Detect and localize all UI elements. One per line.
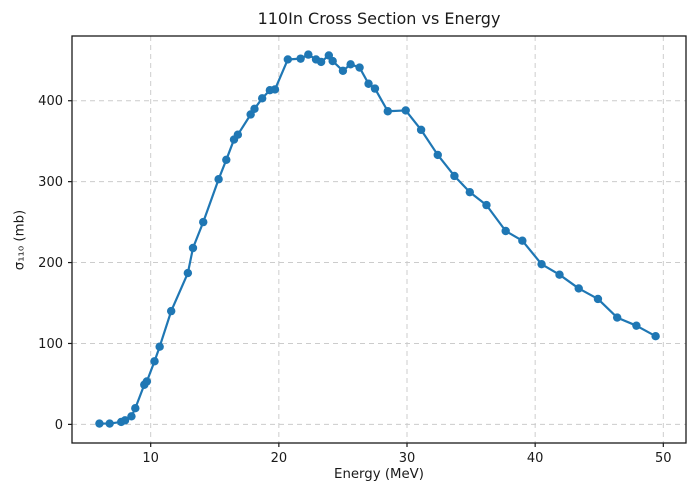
data-point xyxy=(612,313,622,322)
data-point xyxy=(370,84,380,93)
data-point xyxy=(222,155,231,164)
data-point xyxy=(270,85,280,94)
data-point xyxy=(127,412,136,421)
data-point xyxy=(482,200,491,210)
data-point xyxy=(142,377,152,386)
data-point xyxy=(450,171,459,181)
y-axis-label: σ₁₁₀ (mb) xyxy=(12,209,28,271)
y-tick-label: 100 xyxy=(38,337,63,352)
chart-title: 110In Cross Section vs Energy xyxy=(257,9,501,28)
data-point xyxy=(188,243,198,253)
data-point xyxy=(105,419,114,428)
y-tick-label: 200 xyxy=(38,256,63,271)
y-tick-label: 400 xyxy=(38,94,63,109)
y-tick-label: 300 xyxy=(38,175,63,190)
data-point xyxy=(346,60,355,69)
series-line xyxy=(98,53,657,425)
data-point xyxy=(383,107,392,116)
data-point xyxy=(283,55,293,64)
data-point xyxy=(155,342,164,351)
data-point xyxy=(250,104,259,114)
data-point xyxy=(214,175,223,184)
y-tick-label: 0 xyxy=(55,418,63,433)
data-point xyxy=(632,321,641,330)
data-point xyxy=(465,187,474,197)
data-point xyxy=(433,150,442,160)
data-point xyxy=(150,357,159,366)
data-point xyxy=(364,79,373,88)
data-point xyxy=(328,56,337,66)
data-point xyxy=(95,419,104,428)
data-point xyxy=(518,236,527,245)
data-point xyxy=(316,57,326,67)
data-point xyxy=(120,416,130,425)
data-point xyxy=(416,125,426,135)
data-point xyxy=(233,130,243,139)
data-point xyxy=(593,294,603,304)
data-point xyxy=(401,106,410,115)
data-point xyxy=(304,50,313,59)
data-point xyxy=(257,94,267,103)
x-axis-label: Energy (MeV) xyxy=(334,467,424,482)
x-tick-label: 20 xyxy=(271,451,288,466)
x-tick-label: 10 xyxy=(142,451,159,466)
x-tick-label: 50 xyxy=(655,451,672,466)
data-point xyxy=(651,331,660,341)
data-point xyxy=(183,268,193,278)
data-point xyxy=(537,259,546,269)
data-point xyxy=(199,217,208,227)
data-point xyxy=(131,404,140,413)
data-point xyxy=(355,63,364,72)
x-tick-label: 30 xyxy=(399,451,416,466)
data-point xyxy=(296,54,305,63)
data-point xyxy=(166,306,176,316)
data-point xyxy=(338,66,348,75)
data-point xyxy=(574,284,583,293)
data-point xyxy=(501,226,510,236)
x-tick-label: 40 xyxy=(527,451,544,466)
data-point xyxy=(555,270,564,279)
plot-border xyxy=(71,35,687,444)
